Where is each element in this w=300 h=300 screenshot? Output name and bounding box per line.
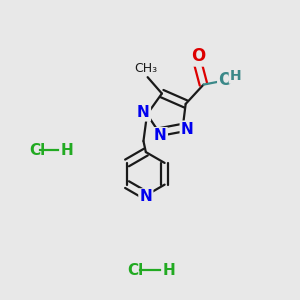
Text: H: H (61, 142, 74, 158)
Text: Cl: Cl (128, 263, 144, 278)
Text: N: N (154, 128, 167, 143)
Text: N: N (137, 105, 150, 120)
Text: Cl: Cl (30, 142, 46, 158)
Text: N: N (140, 190, 152, 205)
Text: CH₃: CH₃ (135, 62, 158, 75)
Text: N: N (181, 122, 194, 137)
Text: H: H (230, 69, 242, 83)
Text: O: O (218, 71, 233, 89)
Text: O: O (191, 47, 205, 65)
Text: H: H (163, 263, 175, 278)
